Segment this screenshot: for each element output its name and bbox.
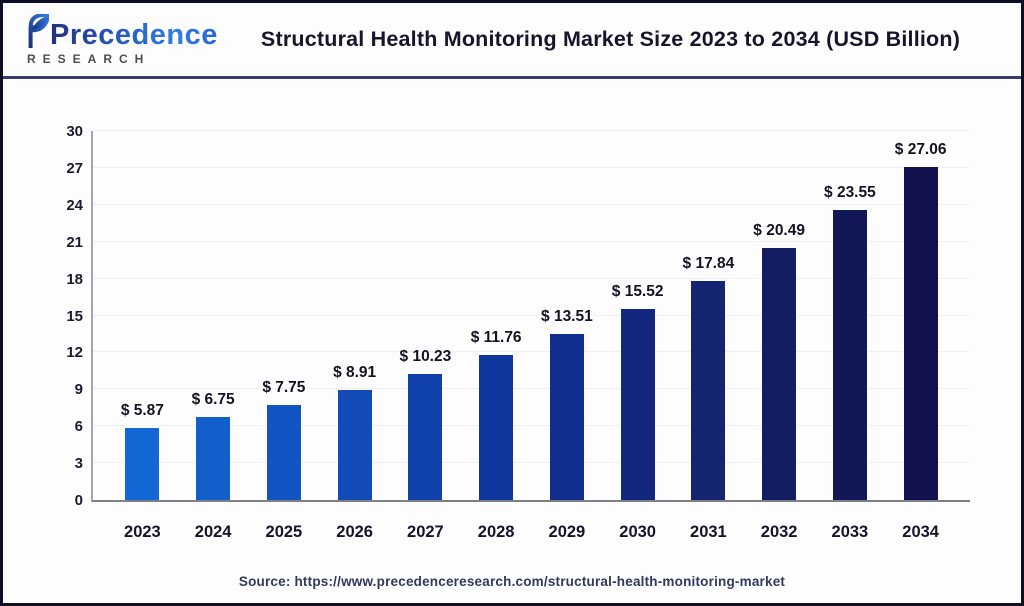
- bar-2027: [408, 374, 443, 500]
- bar-2023: [125, 427, 160, 500]
- bar-value-label: $ 10.23: [399, 348, 452, 366]
- logo-wordmark: Precedence: [25, 12, 228, 52]
- bar-slot-2023: $ 5.87 2023: [107, 131, 178, 541]
- plot-area: $ 5.87 2023 $ 6.75 2024 $ 7.75 2025 $ 8.91 2026…: [91, 130, 970, 541]
- bar-slot-2029: $ 13.51 2029: [532, 131, 603, 541]
- bar-value-label: $ 11.76: [470, 329, 522, 347]
- bar-slot-2033: $ 23.55 2033: [815, 131, 886, 541]
- bar-slot-2030: $ 15.52 2030: [602, 131, 673, 541]
- bar-value-label: $ 5.87: [120, 401, 164, 419]
- bar-value-label: $ 8.91: [333, 364, 377, 382]
- leaf-p-icon: [25, 12, 51, 52]
- bar-value-label: $ 20.49: [753, 221, 805, 239]
- bar-slot-2028: $ 11.76 2028: [461, 131, 532, 541]
- y-axis-tick-label: 27: [66, 159, 83, 177]
- bar-value-label: $ 23.55: [824, 184, 876, 202]
- x-axis-label: 2024: [194, 523, 232, 541]
- y-axis-tick-label: 6: [74, 418, 83, 436]
- bar-2026: [337, 390, 372, 500]
- y-axis-tick-label: 21: [66, 233, 83, 251]
- bar-slot-2024: $ 6.75 2024: [178, 131, 249, 541]
- x-axis-label: 2034: [902, 523, 939, 541]
- x-axis-label: 2031: [690, 523, 727, 541]
- bar-2028: [479, 355, 514, 500]
- gridline: [93, 166, 970, 168]
- bar-2030: [620, 309, 655, 500]
- y-axis-tick-label: 9: [74, 381, 83, 399]
- chart-title: Structural Health Monitoring Market Size…: [260, 27, 961, 51]
- x-axis-label: 2027: [407, 523, 444, 541]
- x-axis-label: 2033: [831, 523, 869, 541]
- bar-slot-2027: $ 10.23 2027: [390, 131, 461, 541]
- bar-2032: [762, 247, 797, 500]
- gridline: [93, 462, 970, 464]
- gridline: [93, 388, 970, 390]
- y-axis-tick-label: 0: [74, 492, 83, 509]
- bar-value-label: $ 6.75: [191, 390, 235, 408]
- bar-value-label: $ 13.51: [541, 307, 593, 325]
- y-axis-tick-label: 12: [66, 344, 83, 362]
- gridline: [93, 425, 970, 427]
- bar-value-label: $ 17.84: [682, 254, 735, 272]
- y-axis: 0 3 6 9 12 15 18 21 24 27 30: [39, 123, 83, 509]
- header: Precedence RESEARCH Structural Health Mo…: [3, 3, 1021, 79]
- y-axis-tick-label: 24: [66, 196, 83, 214]
- bar-slot-2026: $ 8.91 2026: [319, 131, 390, 541]
- bar-2029: [549, 333, 584, 500]
- bar-value-label: $ 15.52: [611, 283, 664, 301]
- bar-2033: [832, 210, 867, 500]
- x-axis-label: 2026: [336, 523, 373, 541]
- logo-subtitle: RESEARCH: [27, 52, 151, 66]
- logo: Precedence RESEARCH: [3, 12, 228, 66]
- gridline: [93, 130, 970, 131]
- x-axis-label: 2032: [760, 523, 798, 541]
- x-axis-label: 2029: [548, 523, 586, 541]
- bar-2031: [691, 280, 726, 500]
- y-axis-tick-label: 30: [66, 123, 83, 140]
- gridline: [93, 240, 970, 242]
- bars-row: $ 5.87 2023 $ 6.75 2024 $ 7.75 2025 $ 8.91 2026…: [93, 131, 970, 541]
- bar-slot-2031: $ 17.84 2031: [673, 131, 744, 541]
- logo-brand-text: Precedence: [50, 19, 218, 51]
- source-text: Source: https://www.precedenceresearch.c…: [238, 574, 786, 589]
- bar-2034: [903, 167, 938, 500]
- bar-slot-2032: $ 20.49 2032: [744, 131, 815, 541]
- bar-value-label: $ 7.75: [262, 378, 306, 396]
- gridline: [93, 277, 970, 279]
- bar-slot-2034: $ 27.06 2034: [885, 131, 956, 541]
- x-axis-label: 2025: [265, 523, 303, 541]
- gridline: [93, 314, 970, 316]
- y-axis-tick-label: 3: [74, 455, 83, 473]
- gridline: [93, 351, 970, 353]
- bar-2025: [266, 404, 301, 500]
- y-axis-tick-label: 18: [66, 270, 83, 288]
- y-axis-tick-label: 15: [66, 307, 83, 325]
- bar-value-label: $ 27.06: [894, 141, 947, 159]
- x-axis-label: 2028: [477, 523, 515, 541]
- x-axis-label: 2023: [124, 523, 161, 541]
- bar-slot-2025: $ 7.75 2025: [249, 131, 320, 541]
- bar-2024: [196, 416, 231, 500]
- x-axis-label: 2030: [619, 523, 656, 541]
- gridline: [93, 203, 970, 205]
